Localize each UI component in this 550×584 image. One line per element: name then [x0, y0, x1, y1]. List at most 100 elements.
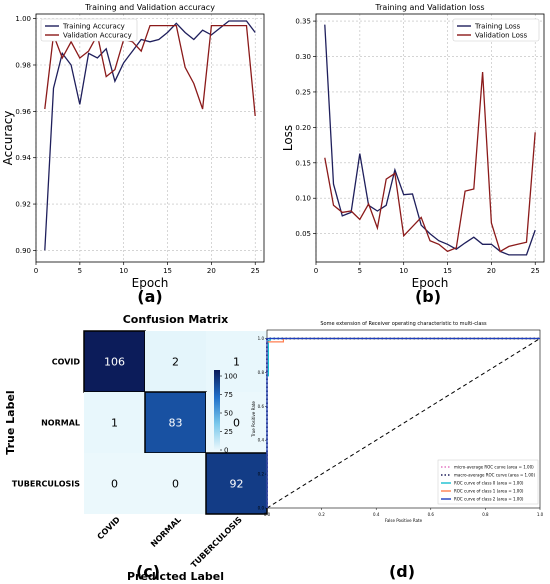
panel-letter: (c) [136, 562, 160, 581]
x-tick-label: 0.4 [373, 512, 380, 517]
colorbar-tick-label: 0 [224, 447, 228, 455]
x-tick-label: 0.6 [428, 512, 435, 517]
y-tick-label: 0.20 [295, 124, 311, 132]
matrix-cell [84, 453, 145, 514]
series-line-1 [44, 20, 256, 251]
y-axis-label: Accuracy [1, 111, 15, 166]
x-tick-label: 10 [119, 267, 128, 275]
x-tick-label: 25 [251, 267, 260, 275]
y-axis-label: True Label [4, 390, 17, 454]
x-tick-label: 0.8 [482, 512, 489, 517]
y-tick-label: 0.92 [15, 201, 31, 209]
chart-title: Training and Validation loss [374, 3, 484, 12]
y-tick-label: 0.35 [295, 18, 311, 26]
y-tick-label: 0.05 [295, 230, 311, 238]
plot-frame [35, 13, 265, 263]
x-tick-label: 0.0 [264, 512, 271, 517]
y-tick-label: 1.00 [15, 15, 31, 23]
matrix-cell [83, 330, 146, 393]
matrix-cell [144, 391, 207, 454]
colorbar [214, 370, 220, 450]
column-label: NORMAL [149, 515, 183, 549]
x-tick-label: 0 [314, 267, 318, 275]
x-tick-label: 10 [399, 267, 408, 275]
y-tick-label: 0.6 [258, 404, 265, 409]
cell-value: 92 [230, 478, 244, 491]
legend-label: micro-average ROC curve (area = 1.00) [454, 465, 534, 470]
legend-label: ROC curve of class 0 (area = 1.00) [454, 481, 524, 486]
legend-label: Validation Loss [475, 32, 527, 40]
colorbar-tick-label: 25 [224, 428, 233, 436]
x-tick-label: 20 [207, 267, 216, 275]
chance-diagonal [266, 338, 541, 509]
chart-d: 0.0 0.2 0.4 0.6 0.8 1.0 0.0 0.2 0.4 0.6 0.8 1.0 Some… [251, 321, 544, 523]
legend-label: Training Loss [474, 23, 521, 31]
matrix-title: Confusion Matrix [123, 313, 229, 326]
chart-c: 106 2 11 83 00 0 92COVIDNORMALTUBERCULOSISCOVI… [4, 313, 268, 583]
matrix-cell [145, 453, 206, 514]
y-tick-label: 0.2 [258, 472, 265, 477]
column-label: COVID [96, 515, 123, 542]
colorbar-tick-label: 50 [224, 410, 233, 418]
legend-box [40, 18, 138, 42]
legend-box [437, 459, 539, 505]
x-axis-label: False Positive Rate [385, 518, 423, 523]
legend-label: Training Accuracy [62, 23, 125, 31]
y-tick-label: 0.4 [258, 438, 265, 443]
legend-label: ROC curve of class 1 (area = 1.00) [454, 489, 524, 494]
panel-letter: (b) [415, 287, 441, 306]
x-axis-label: Epoch [412, 276, 449, 290]
x-tick-label: 5 [358, 267, 362, 275]
x-tick-label: 0.2 [318, 512, 325, 517]
y-tick-label: 0.96 [15, 108, 31, 116]
legend-box [452, 18, 540, 42]
legend-label: Validation Accuracy [63, 32, 132, 40]
row-label: NORMAL [41, 419, 80, 428]
cell-value: 106 [104, 356, 125, 369]
cell-value: 83 [169, 417, 183, 430]
y-tick-label: 0.30 [295, 53, 311, 61]
panel-letter: (a) [137, 287, 162, 306]
series-line-2 [44, 24, 256, 117]
x-tick-label: 25 [531, 267, 540, 275]
x-tick-label: 0 [34, 267, 38, 275]
y-tick-label: 0.8 [258, 370, 265, 375]
cell-value: 1 [111, 417, 118, 430]
x-tick-label: 5 [78, 267, 82, 275]
chart-title: Some extension of Receiver operating cha… [320, 321, 487, 327]
matrix-cell [145, 331, 206, 392]
cell-value: 0 [111, 478, 118, 491]
y-tick-label: 1.0 [258, 336, 265, 341]
y-tick-label: 0.25 [295, 88, 311, 96]
chart-title: Training and Validation accuracy [84, 3, 215, 12]
colorbar-tick-label: 75 [224, 391, 233, 399]
cell-value: 2 [172, 356, 179, 369]
legend-label: ROC curve of class 2 (area = 1.00) [454, 497, 524, 502]
x-tick-label: 20 [487, 267, 496, 275]
series-line-1 [324, 24, 536, 256]
x-axis-label: Epoch [132, 276, 169, 290]
series-line-2 [324, 72, 536, 253]
y-axis-label: True Positive Rate [251, 401, 256, 438]
x-axis-label: Predicted Label [127, 570, 224, 583]
cell-value: 0 [172, 478, 179, 491]
roc-curve-5 [266, 337, 540, 508]
y-tick-label: 0.15 [295, 159, 311, 167]
x-tick-label: 15 [163, 267, 172, 275]
chart-b: 0 5 10 15 20 25 0.05 0.10 0.15 0.20 0.25 0.30 0.35 Tr… [281, 3, 545, 290]
panel-letter: (d) [389, 562, 415, 581]
x-tick-label: 15 [443, 267, 452, 275]
legend-label: macro-average ROC curve (area = 1.00) [454, 473, 535, 478]
y-axis-label: Loss [281, 125, 295, 151]
y-tick-label: 0.94 [15, 154, 31, 162]
y-tick-label: 0.10 [295, 195, 311, 203]
chart-a: 0 5 10 15 20 25 0.90 0.92 0.94 0.96 0.98 1.00 Traini… [1, 3, 265, 290]
column-label: TUBERCULOSIS [189, 515, 244, 570]
y-tick-label: 0.0 [258, 506, 265, 511]
colorbar-tick-label: 100 [224, 373, 237, 381]
y-tick-label: 0.98 [15, 61, 31, 69]
cell-value: 0 [233, 417, 240, 430]
plot-frame [315, 13, 545, 263]
x-tick-label: 1.0 [537, 512, 544, 517]
